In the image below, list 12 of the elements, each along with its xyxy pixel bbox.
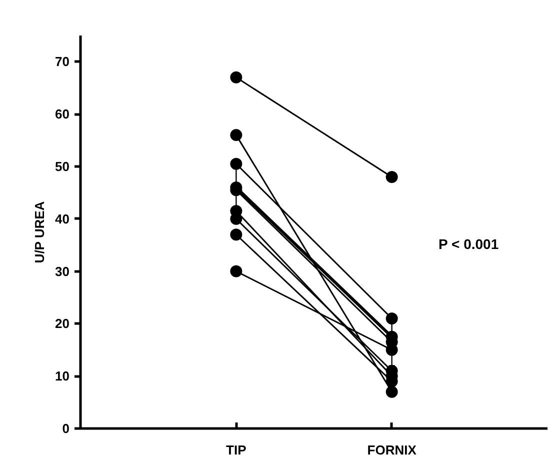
y-tick-label: 70 bbox=[55, 54, 70, 70]
y-tick-label: 20 bbox=[55, 316, 70, 332]
y-tick-label: 10 bbox=[55, 368, 70, 384]
y-tick-label: 40 bbox=[55, 211, 70, 226]
y-axis-title: U/P UREA bbox=[32, 200, 48, 264]
y-tick-label: 60 bbox=[55, 106, 70, 122]
x-tick-label: FORNIX bbox=[367, 442, 417, 458]
y-tick-label: 30 bbox=[55, 264, 70, 279]
annotation: P < 0.001 bbox=[438, 236, 499, 252]
y-tick-label: 50 bbox=[55, 159, 70, 174]
x-tick-label: TIP bbox=[226, 442, 247, 458]
y-tick-label: 0 bbox=[62, 421, 70, 436]
